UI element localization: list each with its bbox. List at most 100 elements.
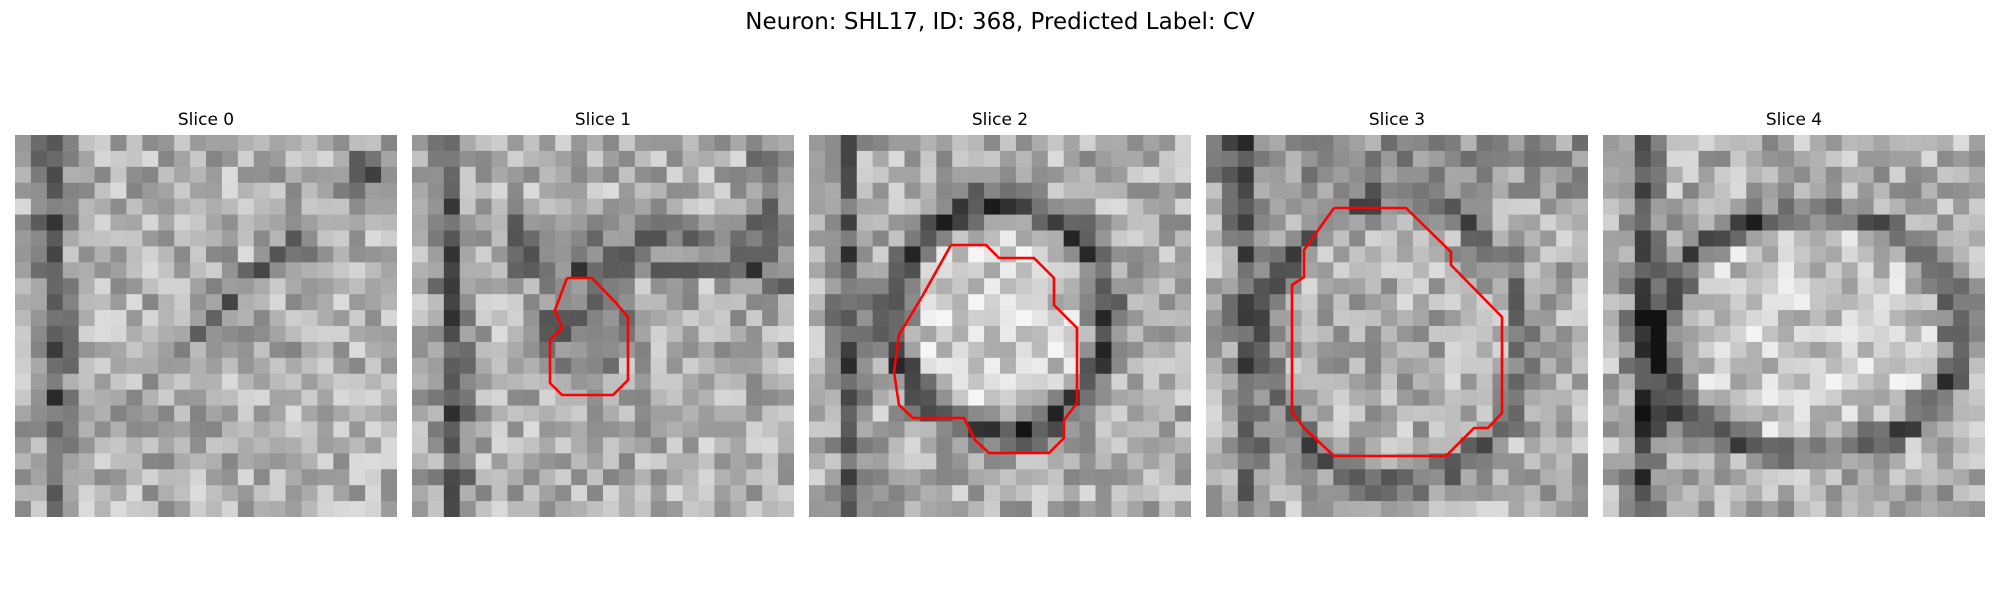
pixel <box>1237 294 1255 311</box>
pixel <box>1333 262 1350 279</box>
pixel <box>190 150 207 168</box>
pixel <box>1000 150 1017 168</box>
pixel <box>317 357 334 375</box>
pixel <box>920 230 937 247</box>
pixel <box>1269 135 1286 152</box>
pixel <box>1460 230 1477 247</box>
pixel <box>1873 453 1890 470</box>
pixel <box>698 230 715 247</box>
pixel <box>1666 230 1683 247</box>
pixel <box>778 501 794 517</box>
pixel <box>1269 310 1286 327</box>
pixel <box>872 501 889 517</box>
pixel <box>539 357 556 375</box>
pixel <box>1127 135 1144 152</box>
pixel <box>221 485 239 502</box>
pixel <box>1175 230 1191 247</box>
pixel <box>427 437 445 454</box>
pixel <box>746 437 763 454</box>
pixel <box>1476 262 1493 279</box>
pixel <box>253 373 271 391</box>
pixel <box>571 469 588 486</box>
pixel <box>1237 389 1255 406</box>
pixel <box>78 182 95 200</box>
pixel <box>126 453 143 470</box>
pixel <box>110 150 127 168</box>
pixel <box>1031 373 1049 391</box>
pixel <box>1143 373 1160 391</box>
pixel <box>1111 214 1128 231</box>
pixel <box>778 246 794 263</box>
pixel <box>1000 166 1017 184</box>
pixel <box>443 246 461 263</box>
pixel <box>1175 150 1191 168</box>
pixel <box>539 437 556 454</box>
pixel <box>221 310 239 327</box>
pixel <box>1841 166 1859 184</box>
pixel <box>1381 326 1398 343</box>
pixel <box>30 166 48 184</box>
pixel <box>840 437 858 454</box>
pixel <box>1031 166 1049 184</box>
pixel <box>1079 150 1096 168</box>
pixel <box>603 246 620 263</box>
pixel <box>1698 453 1715 470</box>
pixel <box>158 135 175 152</box>
pixel <box>1778 341 1795 359</box>
pixel <box>1953 214 1970 231</box>
pixel <box>1143 421 1160 438</box>
pixel <box>285 278 302 295</box>
pixel <box>872 357 889 375</box>
pixel <box>778 373 794 391</box>
pixel <box>1618 389 1636 406</box>
pixel <box>46 485 64 502</box>
pixel <box>778 310 794 327</box>
pixel <box>1397 214 1414 231</box>
pixel <box>475 501 492 517</box>
pixel <box>1921 230 1938 247</box>
pixel <box>1047 469 1065 486</box>
pixel <box>1921 326 1938 343</box>
pixel <box>1730 326 1747 343</box>
pixel <box>1650 326 1668 343</box>
pixel <box>698 198 715 215</box>
pixel <box>1015 310 1033 327</box>
pixel <box>365 246 382 263</box>
pixel <box>1921 150 1938 168</box>
pixel <box>1159 230 1176 247</box>
pixel <box>1015 357 1033 375</box>
pixel <box>30 246 48 263</box>
pixel <box>1221 405 1239 422</box>
pixel <box>746 453 763 470</box>
pixel <box>1365 421 1382 438</box>
pixel <box>618 166 636 184</box>
pixel <box>824 150 842 168</box>
pixel <box>1492 294 1509 311</box>
pixel <box>1221 278 1239 295</box>
pixel <box>1111 278 1128 295</box>
pixel <box>1143 485 1160 502</box>
pixel <box>1253 214 1271 231</box>
pixel <box>523 341 540 359</box>
pixel <box>158 310 175 327</box>
pixel <box>1746 485 1763 502</box>
pixel <box>1618 230 1636 247</box>
pixel <box>1682 405 1699 422</box>
pixel <box>1666 198 1683 215</box>
pixel <box>1397 326 1414 343</box>
pixel <box>1809 501 1827 517</box>
pixel <box>984 485 1001 502</box>
pixel <box>1460 214 1477 231</box>
pixel <box>30 437 48 454</box>
pixel <box>1730 214 1747 231</box>
pixel <box>1285 357 1302 375</box>
pixel <box>285 198 302 215</box>
pixel <box>824 214 842 231</box>
pixel <box>1349 150 1366 168</box>
pixel <box>142 182 159 200</box>
pixel <box>840 135 858 152</box>
pixel <box>1095 150 1112 168</box>
pixel <box>412 469 429 486</box>
pixel <box>1524 453 1541 470</box>
pixel <box>237 182 255 200</box>
